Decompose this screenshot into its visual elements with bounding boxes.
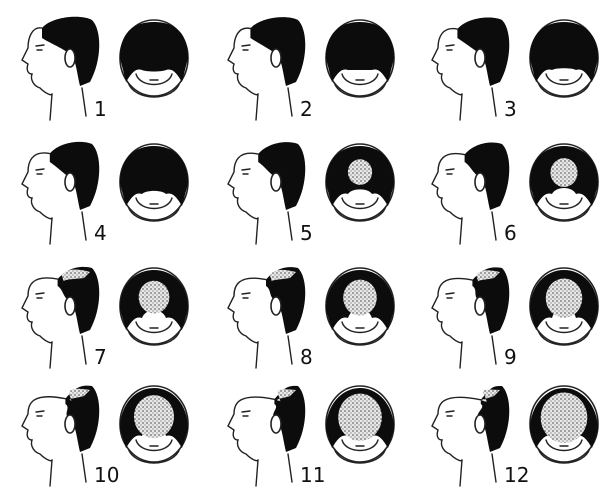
profile-head-icon	[21, 385, 100, 487]
top-view-head-icon	[119, 385, 189, 464]
profile-head-icon	[227, 385, 306, 487]
stage-panel: 1	[21, 16, 189, 121]
stage-panel: 2	[227, 17, 395, 121]
top-view-head-icon	[529, 385, 599, 464]
stage-number: 3	[504, 97, 517, 121]
top-view-head-icon	[119, 143, 189, 222]
top-view-head-icon	[119, 267, 189, 346]
stage-panel: 9	[431, 267, 599, 369]
stage-number: 5	[300, 221, 313, 245]
stage-number: 2	[300, 97, 313, 121]
stage-panel: 8	[227, 267, 395, 369]
top-view-head-icon	[325, 267, 395, 346]
profile-head-icon	[21, 141, 100, 245]
stage-panel: 12	[431, 385, 599, 487]
profile-head-icon	[431, 267, 510, 369]
profile-head-icon	[227, 267, 306, 369]
profile-head-icon	[21, 16, 100, 121]
stage-number: 9	[504, 345, 517, 369]
top-view-head-icon	[325, 143, 395, 222]
profile-head-icon	[227, 17, 306, 121]
stage-number: 8	[300, 345, 313, 369]
stage-panel: 7	[21, 266, 189, 369]
top-view-head-icon	[529, 19, 599, 98]
profile-head-icon	[431, 142, 510, 245]
stage-number: 7	[94, 345, 107, 369]
stage-number: 1	[94, 97, 107, 121]
stage-number: 11	[300, 463, 325, 487]
stage-number: 12	[504, 463, 529, 487]
stage-panel: 10	[21, 385, 189, 487]
top-view-head-icon	[325, 19, 395, 98]
top-view-head-icon	[529, 267, 599, 346]
stage-panel: 5	[227, 142, 395, 245]
stage-panel: 11	[227, 385, 395, 487]
top-view-head-icon	[529, 143, 599, 222]
stage-panel: 3	[431, 17, 599, 121]
profile-head-icon	[21, 266, 100, 369]
stage-number: 4	[94, 221, 107, 245]
stage-panel: 4	[21, 141, 189, 245]
top-view-head-icon	[119, 19, 189, 98]
top-view-head-icon	[325, 385, 395, 464]
stage-number: 6	[504, 221, 517, 245]
profile-head-icon	[431, 385, 510, 487]
stage-number: 10	[94, 463, 119, 487]
profile-head-icon	[431, 17, 510, 121]
profile-head-icon	[227, 142, 306, 245]
stage-panel: 6	[431, 142, 599, 245]
